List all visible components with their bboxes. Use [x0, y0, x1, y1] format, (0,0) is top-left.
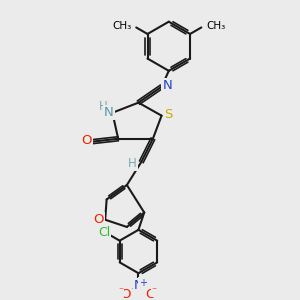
- Text: O: O: [145, 288, 155, 300]
- Text: Cl: Cl: [98, 226, 110, 238]
- Text: CH₃: CH₃: [112, 21, 131, 31]
- Text: O: O: [94, 213, 104, 226]
- Text: O: O: [120, 288, 131, 300]
- Text: N: N: [134, 279, 143, 292]
- Text: N: N: [104, 106, 114, 119]
- Text: ⁻: ⁻: [118, 287, 123, 297]
- Text: H: H: [99, 100, 108, 113]
- Text: +: +: [139, 278, 147, 288]
- Text: H: H: [128, 157, 137, 170]
- Text: O: O: [81, 134, 92, 147]
- Text: CH₃: CH₃: [206, 21, 226, 31]
- Text: ⁻: ⁻: [152, 287, 157, 297]
- Text: S: S: [164, 108, 172, 121]
- Text: N: N: [163, 79, 172, 92]
